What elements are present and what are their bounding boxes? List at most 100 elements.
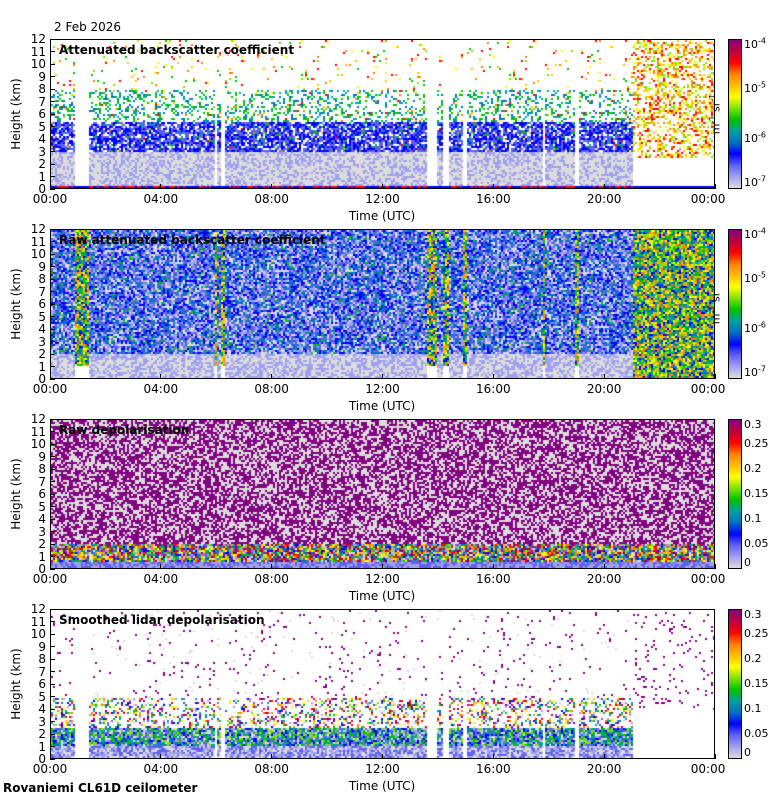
x-tick-mark <box>492 184 494 189</box>
x-tick-mark <box>603 754 605 759</box>
y-tick-mark <box>50 366 55 367</box>
y-tick-mark <box>50 506 55 507</box>
x-tick-mark <box>49 184 51 189</box>
x-tick-label: 04:00 <box>143 762 179 776</box>
y-tick-label: 2 <box>38 727 46 741</box>
x-tick-mark <box>271 184 273 189</box>
x-tick-label: 08:00 <box>254 192 289 206</box>
y-tick-label: 5 <box>38 499 46 514</box>
y-axis-label: Height (km) <box>9 268 23 340</box>
y-tick-mark <box>50 113 55 115</box>
x-tick-label: 16:00 <box>476 382 511 396</box>
y-tick-label: 5 <box>38 119 46 134</box>
y-tick-mark <box>50 163 55 165</box>
x-tick-mark <box>160 184 162 189</box>
y-tick-mark <box>50 291 55 292</box>
station-label: Rovaniemi CL61D ceilometer <box>3 781 198 795</box>
y-tick-mark <box>50 241 55 242</box>
x-tick-label: 16:00 <box>476 572 511 586</box>
x-tick-label: 04:00 <box>143 572 179 586</box>
y-tick-mark <box>50 518 55 520</box>
x-tick-mark <box>492 564 494 569</box>
y-tick-label: 4 <box>38 132 46 146</box>
y-tick-mark <box>50 481 55 482</box>
y-axis-label: Height (km) <box>9 458 23 530</box>
y-tick-mark <box>50 316 55 317</box>
y-tick-label: 6 <box>38 677 46 691</box>
x-tick-label: 00:00 <box>32 762 68 776</box>
y-tick-mark <box>50 658 55 660</box>
plot-area: Attenuated backscatter coefficient <box>50 39 715 189</box>
y-tick-label: 12 <box>30 32 46 46</box>
y-tick-label: 8 <box>38 82 46 96</box>
x-tick-mark <box>714 564 716 569</box>
y-tick-label: 9 <box>38 639 46 654</box>
panel-title: Smoothed lidar depolarisation <box>59 613 265 627</box>
x-tick-mark <box>49 754 51 759</box>
x-tick-label: 08:00 <box>254 762 289 776</box>
x-tick-mark <box>271 564 273 569</box>
y-tick-label: 7 <box>38 664 46 679</box>
y-tick-mark <box>50 493 55 495</box>
y-tick-label: 5 <box>38 689 46 704</box>
y-tick-mark <box>50 568 55 570</box>
chart-panel-2: Raw attenuated backscatter coefficient He… <box>9 222 766 413</box>
y-tick-label: 8 <box>38 272 46 286</box>
y-tick-label: 6 <box>38 487 46 501</box>
y-tick-mark <box>50 443 55 445</box>
x-tick-label: 20:00 <box>586 762 622 776</box>
colorbar-unit: m-1 sr-1 <box>707 283 723 325</box>
x-tick-mark <box>714 184 716 189</box>
y-tick-label: 11 <box>30 234 46 249</box>
y-tick-mark <box>50 696 55 697</box>
y-tick-mark <box>50 341 55 342</box>
x-axis-label: Time (UTC) <box>348 779 416 793</box>
y-tick-mark <box>50 278 55 280</box>
y-tick-mark <box>50 721 55 722</box>
x-tick-label: 20:00 <box>586 192 622 206</box>
y-tick-mark <box>50 328 55 330</box>
y-tick-mark <box>50 51 55 52</box>
colorbar-unit: m-1 sr-1 <box>707 93 723 135</box>
y-tick-label: 2 <box>38 347 46 361</box>
x-tick-mark <box>382 564 383 569</box>
y-tick-mark <box>50 188 55 190</box>
y-tick-mark <box>50 683 55 685</box>
x-tick-mark <box>382 754 383 759</box>
y-tick-mark <box>50 253 55 255</box>
y-tick-mark <box>50 126 55 127</box>
y-tick-mark <box>50 266 55 267</box>
x-tick-mark <box>160 564 162 569</box>
x-tick-mark <box>714 754 716 759</box>
y-tick-label: 1 <box>38 549 46 564</box>
y-tick-mark <box>50 151 55 152</box>
y-tick-mark <box>50 63 55 65</box>
y-tick-mark <box>50 228 55 230</box>
x-tick-mark <box>49 564 51 569</box>
y-tick-mark <box>50 101 55 102</box>
panel-title: Attenuated backscatter coefficient <box>59 43 295 57</box>
y-tick-label: 10 <box>30 437 46 451</box>
x-tick-label: 12:00 <box>365 762 400 776</box>
x-tick-mark <box>603 564 605 569</box>
y-tick-label: 12 <box>30 602 46 616</box>
colorbar <box>728 229 742 379</box>
y-tick-mark <box>50 733 55 735</box>
y-tick-mark <box>50 418 55 420</box>
colorbar <box>728 39 742 189</box>
heatmap-canvas <box>51 230 714 378</box>
x-tick-label: 12:00 <box>365 572 400 586</box>
y-tick-label: 1 <box>38 169 46 184</box>
x-tick-mark <box>160 754 162 759</box>
x-tick-mark <box>160 374 162 379</box>
x-tick-label: 08:00 <box>254 382 289 396</box>
y-tick-mark <box>50 138 55 140</box>
y-tick-label: 3 <box>38 524 46 539</box>
y-tick-label: 5 <box>38 309 46 324</box>
x-tick-mark <box>271 754 273 759</box>
x-tick-mark <box>603 374 605 379</box>
y-tick-label: 11 <box>30 424 46 439</box>
x-tick-label: 00:00 <box>32 382 68 396</box>
x-tick-mark <box>49 374 51 379</box>
y-tick-label: 10 <box>30 627 46 641</box>
